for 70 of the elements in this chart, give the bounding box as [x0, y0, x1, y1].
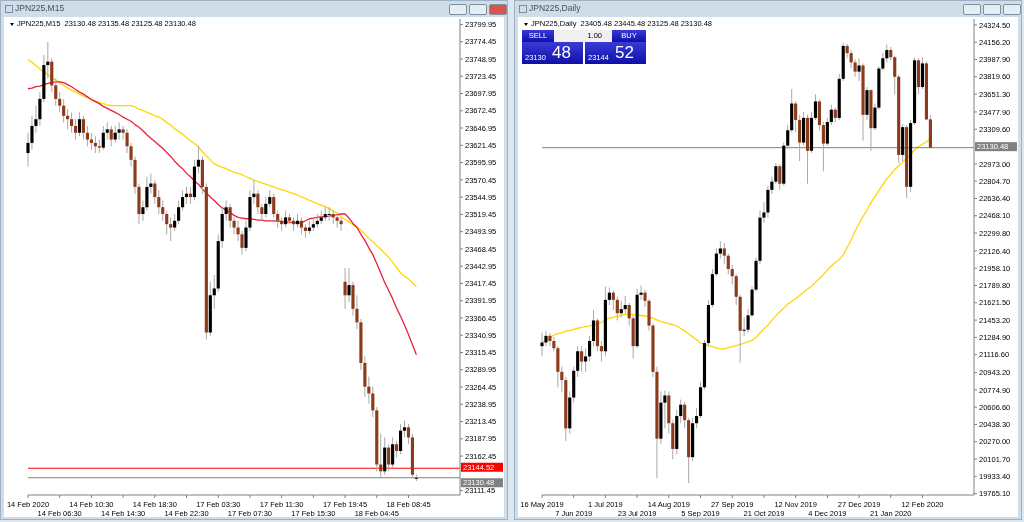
candlestick [157, 189, 161, 215]
candlestick [406, 423, 411, 445]
candlestick [548, 332, 552, 347]
candlestick [813, 93, 818, 121]
candlestick [920, 56, 925, 90]
candlestick [383, 436, 387, 476]
candlestick [695, 407, 699, 429]
candlestick [798, 114, 802, 162]
candlestick [580, 345, 584, 373]
candlestick [714, 247, 718, 277]
candlestick [766, 185, 770, 219]
candlestick [101, 125, 105, 151]
candlestick [794, 100, 798, 133]
candlestick [327, 206, 331, 222]
candlestick [683, 401, 687, 429]
candlestick [540, 332, 544, 357]
candlestick [786, 124, 790, 150]
candlestick [734, 273, 738, 306]
candlestick [778, 163, 782, 191]
chart-title: JPN225,Daily [529, 3, 581, 13]
candlestick [169, 216, 173, 242]
candlestick [54, 78, 58, 107]
candlestick [85, 125, 90, 147]
candlestick [77, 111, 82, 137]
candlestick [591, 309, 596, 347]
annotation: 48 [552, 43, 571, 63]
candlestick [398, 423, 403, 455]
candlestick [347, 267, 351, 303]
candlestick [335, 213, 339, 229]
chart-title: JPN225,M15 [15, 3, 65, 13]
candlestick [50, 57, 54, 93]
candlestick [611, 290, 615, 311]
candlestick [73, 118, 78, 141]
candlestick [730, 264, 734, 285]
candlestick [817, 98, 821, 131]
candlestick [825, 117, 829, 147]
candlestick [272, 193, 276, 218]
candlestick [224, 199, 228, 222]
candlestick [893, 55, 897, 95]
candlestick [58, 91, 62, 113]
candlestick [177, 199, 181, 225]
candlestick [627, 302, 631, 327]
candlestick [829, 104, 833, 126]
line-series [27, 81, 418, 356]
candlestick [181, 189, 185, 212]
candlestick [109, 125, 113, 147]
candlestick [726, 253, 730, 275]
candlestick [679, 399, 683, 424]
candlestick [62, 98, 66, 124]
line-series [27, 58, 418, 288]
candlestick [857, 57, 861, 82]
candlestick [615, 296, 619, 321]
candlestick [391, 436, 395, 469]
candlestick [371, 386, 375, 418]
candlestick [264, 196, 268, 218]
candlestick [599, 340, 604, 363]
candlestick [70, 111, 74, 134]
candlestick [81, 115, 86, 141]
candlestick [343, 267, 347, 310]
candlestick [722, 242, 726, 265]
candlestick [587, 335, 592, 363]
candlestick [196, 145, 200, 174]
candlestick [576, 345, 580, 378]
candlestick [212, 274, 216, 310]
candlestick [821, 121, 825, 172]
annotation: 52 [615, 43, 634, 63]
candlestick [584, 347, 588, 373]
candlestick [161, 199, 165, 222]
candlestick [165, 210, 169, 235]
candlestick [387, 443, 391, 472]
